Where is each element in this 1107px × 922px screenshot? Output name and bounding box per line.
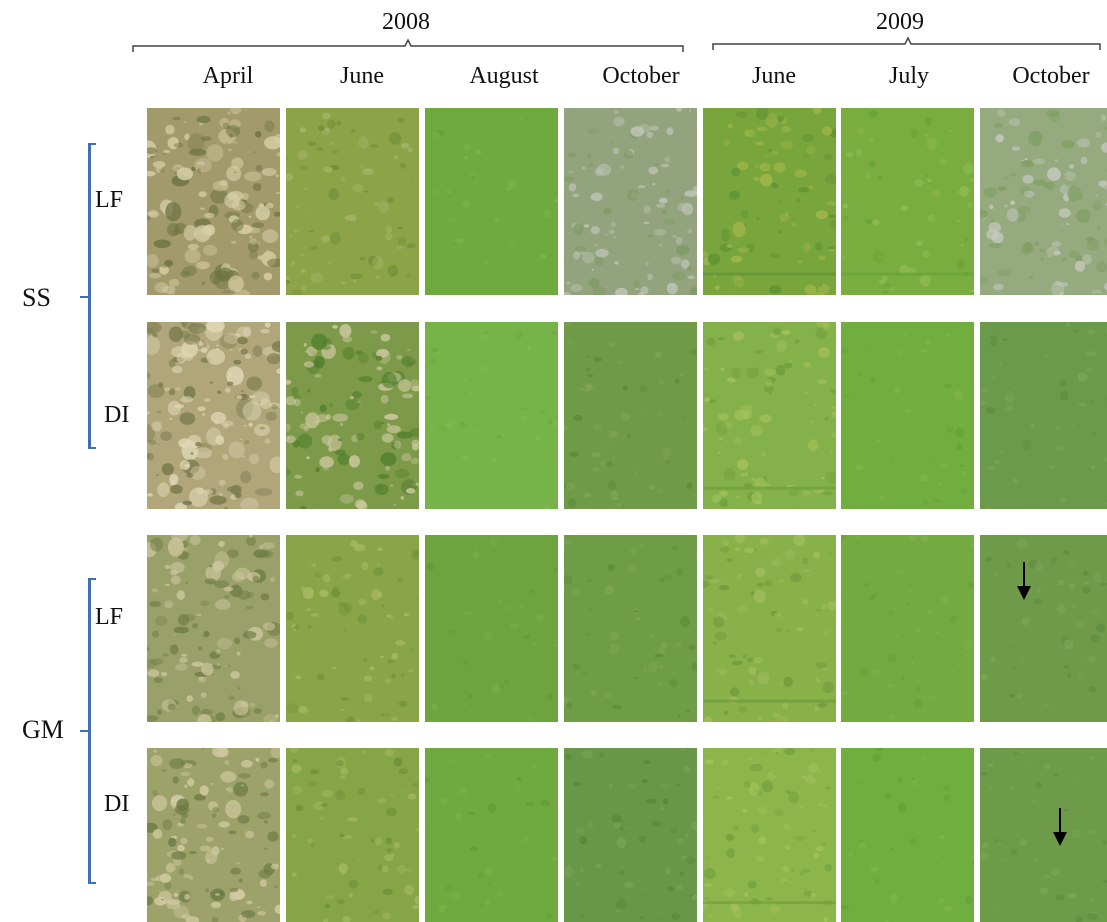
turf-photo-gm-lf-april-2008 [147,535,280,722]
turf-photo-gm-di-august-2008 [425,748,558,922]
bracket-ss-tick-top [88,143,96,145]
turf-photo-ss-di-june-2008 [286,322,419,509]
bracket-gm-tick-top [88,578,96,580]
arrow-gm-lf-october-2009 [1017,562,1031,600]
row-label-gm-di: DI [104,791,130,817]
turf-photo-gm-lf-august-2008 [425,535,558,722]
turf-photo-gm-lf-july-2009 [841,535,974,722]
month-label-june-2009: June [752,63,796,89]
month-label-october-2008: October [602,63,680,89]
brace-2008 [132,38,684,52]
turf-photo-ss-lf-august-2008 [425,108,558,295]
year-label-2008: 2008 [382,9,430,35]
turf-photo-ss-di-july-2009 [841,322,974,509]
turf-photo-gm-di-april-2008 [147,748,280,922]
turf-photo-gm-di-june-2008 [286,748,419,922]
turf-photo-ss-di-october-2008 [564,322,697,509]
turf-photo-gm-lf-june-2008 [286,535,419,722]
turf-photo-ss-di-august-2008 [425,322,558,509]
turf-photo-gm-lf-october-2008 [564,535,697,722]
turf-photo-gm-di-october-2008 [564,748,697,922]
month-label-august-2008: August [469,63,539,89]
turf-photo-gm-lf-october-2009 [980,535,1107,722]
bracket-gm-tick-bottom [88,882,96,884]
turf-photo-ss-di-june-2009 [703,322,836,509]
group-label-gm: GM [22,715,64,744]
year-braces [132,36,1101,52]
turf-photo-ss-lf-june-2008 [286,108,419,295]
turf-photo-gm-di-july-2009 [841,748,974,922]
bracket-ss-tick-bottom [88,447,96,449]
turf-photo-gm-di-june-2009 [703,748,836,922]
bracket-ss [88,143,91,449]
group-label-ss: SS [22,283,51,312]
month-label-april-2008: April [202,63,254,89]
turf-photo-ss-di-april-2008 [147,322,280,509]
bracket-gm-tick-mid [80,730,89,732]
bracket-gm [88,578,91,884]
month-label-october-2009: October [1012,63,1090,89]
turf-photo-ss-lf-october-2008 [564,108,697,295]
year-label-2009: 2009 [876,9,924,35]
arrow-gm-di-october-2009 [1053,808,1067,846]
turf-photo-ss-lf-october-2009 [980,108,1107,295]
bracket-ss-tick-mid [80,296,89,298]
row-label-gm-lf: LF [95,604,124,630]
turf-photo-ss-di-october-2009 [980,322,1107,509]
turf-photo-gm-di-october-2009 [980,748,1107,922]
turf-photo-ss-lf-june-2009 [703,108,836,295]
month-label-july-2009: July [888,63,930,89]
brace-2009 [712,36,1101,50]
turf-photo-gm-lf-june-2009 [703,535,836,722]
month-label-june-2008: June [340,63,384,89]
row-label-ss-lf: LF [95,187,124,213]
turf-photo-ss-lf-july-2009 [841,108,974,295]
row-label-ss-di: DI [104,402,130,428]
turf-photo-ss-lf-april-2008 [147,108,280,295]
